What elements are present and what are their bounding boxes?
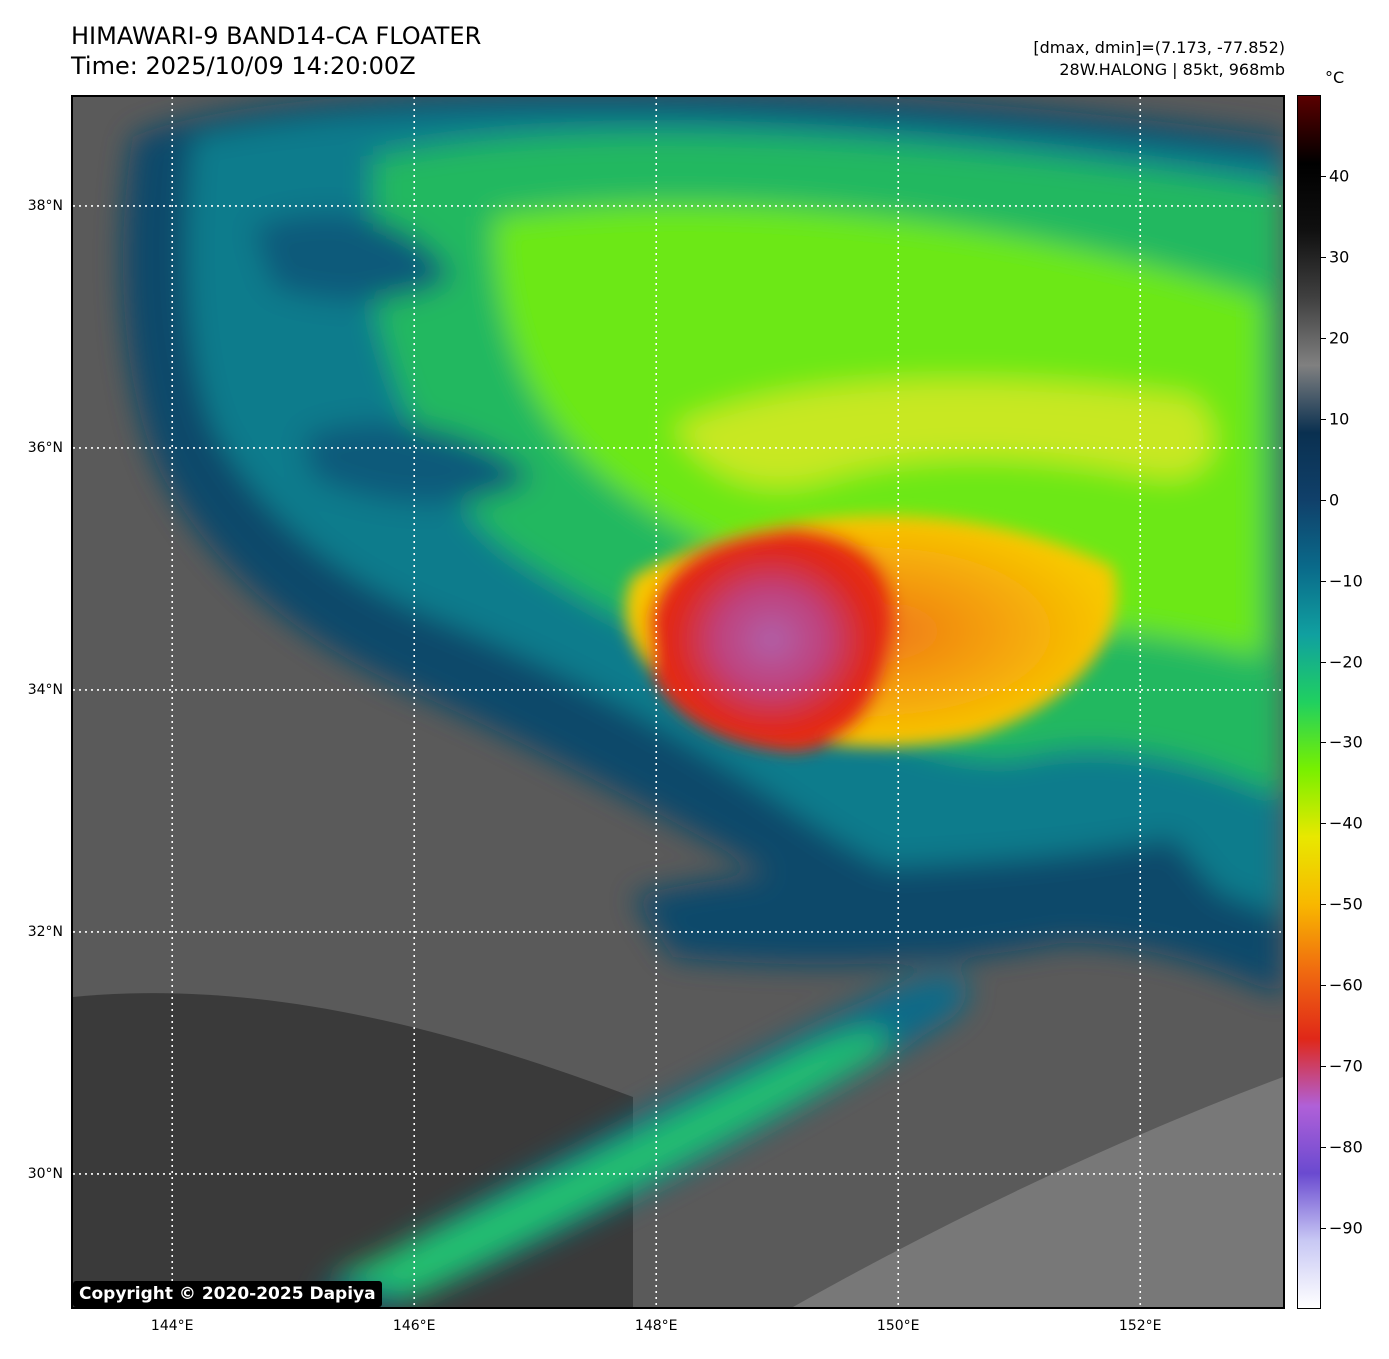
colorbar-tick xyxy=(1321,742,1326,744)
satellite-imagery xyxy=(73,97,1283,1307)
copyright-badge: Copyright © 2020-2025 Dapiya xyxy=(73,1281,382,1307)
colorbar-tick xyxy=(1321,337,1326,339)
colorbar-tick xyxy=(1321,1147,1326,1149)
lon-label: 146°E xyxy=(392,1318,436,1334)
colorbar-tick-label: −50 xyxy=(1329,894,1363,914)
graticule xyxy=(73,97,1283,1307)
central-dense-overcast xyxy=(625,515,1117,752)
lon-label: 148°E xyxy=(634,1318,678,1334)
colorbar-tick-label: −40 xyxy=(1329,813,1363,833)
colorbar-tick-label: 10 xyxy=(1329,409,1350,429)
colorbar-tick xyxy=(1321,985,1326,987)
title: HIMAWARI-9 BAND14-CA FLOATER xyxy=(71,22,482,50)
colorbar-tick-label: 30 xyxy=(1329,247,1350,267)
colorbar-tick xyxy=(1321,175,1326,177)
colorbar-tick-label: −90 xyxy=(1329,1218,1363,1238)
colorbar-tick xyxy=(1321,580,1326,582)
colorbar-tick-label: 20 xyxy=(1329,328,1350,348)
colorbar-tick-label: −80 xyxy=(1329,1137,1363,1157)
satellite-map[interactable] xyxy=(71,95,1285,1309)
lat-label: 32°N xyxy=(27,923,63,940)
colorbar-tick-label: 0 xyxy=(1329,490,1340,510)
timestamp: Time: 2025/10/09 14:20:00Z xyxy=(71,52,416,80)
colorbar-tick xyxy=(1321,1228,1326,1230)
colorbar-tick xyxy=(1321,256,1326,258)
lon-label: 150°E xyxy=(876,1318,920,1334)
colorbar-tick-label: 40 xyxy=(1329,166,1350,186)
colorbar-tick xyxy=(1321,418,1326,420)
colorbar-tick xyxy=(1321,904,1326,906)
lat-label: 38°N xyxy=(27,197,63,214)
clear-sky-light-band xyxy=(793,1077,1283,1307)
lat-label: 34°N xyxy=(27,681,63,698)
colorbar-tick-label: −30 xyxy=(1329,732,1363,752)
colorbar-unit: °C xyxy=(1325,68,1345,87)
colorbar-tick-label: −10 xyxy=(1329,571,1363,591)
lon-label: 152°E xyxy=(1118,1318,1162,1334)
lat-label: 30°N xyxy=(27,1165,63,1182)
colorbar-tick-label: −70 xyxy=(1329,1056,1363,1076)
value-range: [dmax, dmin]=(7.173, -77.852) xyxy=(1033,38,1285,57)
lat-label: 36°N xyxy=(27,439,63,456)
colorbar-tick xyxy=(1321,661,1326,663)
lon-label: 144°E xyxy=(150,1318,194,1334)
colorbar-tick-label: −20 xyxy=(1329,652,1363,672)
colorbar-tick xyxy=(1321,823,1326,825)
colorbar xyxy=(1297,95,1321,1309)
storm-info: 28W.HALONG | 85kt, 968mb xyxy=(1059,60,1285,79)
colorbar-tick-label: −60 xyxy=(1329,975,1363,995)
colorbar-tick xyxy=(1321,499,1326,501)
colorbar-tick xyxy=(1321,1066,1326,1068)
